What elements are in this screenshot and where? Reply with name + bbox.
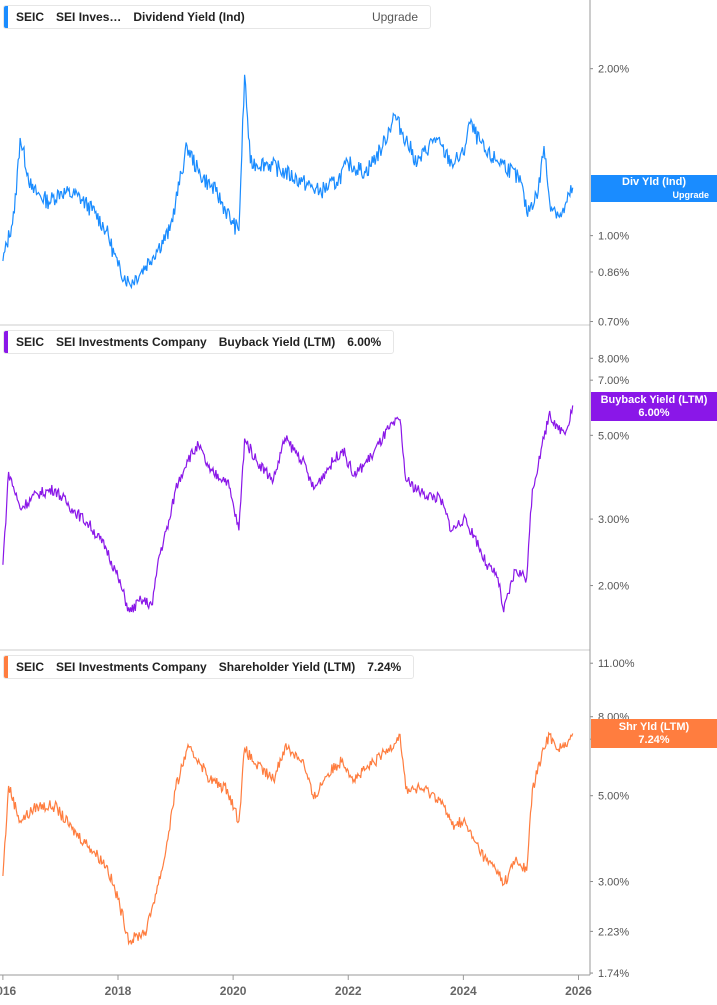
tag-value: 6.00% [638, 407, 670, 419]
legend-shareholder-yield[interactable]: SEIC SEI Investments Company Shareholder… [3, 655, 415, 679]
legend-ticker: SEIC [16, 660, 45, 674]
tag-label: Buyback Yield (LTM) [600, 394, 708, 406]
series-line [2, 74, 574, 290]
y-tick-label: 1.74% [598, 968, 629, 980]
y-tick-label: 2.00% [598, 581, 629, 593]
shareholder-yield-value-tag: Shr Yld (LTM) 7.24% [591, 719, 717, 748]
tag-value: 7.24% [638, 734, 670, 746]
legend-value: 6.00% [347, 335, 382, 349]
upgrade-link[interactable]: Upgrade [371, 10, 418, 24]
legend-color-swatch [4, 656, 8, 678]
legend-company: SEI Investments Company [56, 660, 207, 674]
legend-buyback-yield[interactable]: SEIC SEI Investments Company Buyback Yie… [3, 330, 395, 354]
x-tick-label: 2026 [565, 984, 592, 998]
y-tick-label: 1.00% [598, 231, 629, 243]
legend-metric: Buyback Yield (LTM) [218, 335, 336, 349]
y-tick-label: 2.23% [598, 926, 629, 938]
y-tick-label: 5.00% [598, 791, 629, 803]
legend-color-swatch [4, 331, 8, 353]
tag-label: Div Yld (Ind) [622, 176, 686, 188]
y-tick-label: 8.00% [598, 353, 629, 365]
y-tick-label: 2.00% [598, 64, 629, 76]
legend-metric: Dividend Yield (Ind) [133, 10, 245, 24]
x-tick-label: 2022 [335, 984, 362, 998]
x-tick-label: 2016 [0, 984, 17, 998]
tag-label: Shr Yld (LTM) [618, 721, 690, 733]
x-tick-label: 2020 [220, 984, 247, 998]
legend-ticker: SEIC [16, 10, 45, 24]
div-yield-value-tag: Div Yld (Ind) Upgrade [591, 175, 717, 202]
legend-company: SEI Investments Company [56, 335, 207, 349]
y-tick-label: 0.86% [598, 267, 629, 279]
y-tick-label: 5.00% [598, 430, 629, 442]
legend-value: 7.24% [367, 660, 402, 674]
y-tick-label: 3.00% [598, 514, 629, 526]
tag-upgrade-link[interactable]: Upgrade [672, 190, 709, 200]
legend-company: SEI Inves… [56, 10, 122, 24]
legend-ticker: SEIC [16, 335, 45, 349]
series-line [2, 405, 574, 613]
y-tick-label: 3.00% [598, 877, 629, 889]
legend-div-yield[interactable]: SEIC SEI Inves… Dividend Yield (Ind) Upg… [3, 5, 431, 29]
legend-metric: Shareholder Yield (LTM) [218, 660, 356, 674]
series-line [2, 731, 574, 946]
y-tick-label: 11.00% [598, 658, 635, 670]
y-tick-label: 7.00% [598, 375, 629, 387]
x-tick-label: 2024 [450, 984, 477, 998]
legend-color-swatch [4, 6, 8, 28]
x-tick-label: 2018 [105, 984, 132, 998]
y-tick-label: 0.70% [598, 317, 629, 329]
buyback-yield-value-tag: Buyback Yield (LTM) 6.00% [591, 392, 717, 421]
